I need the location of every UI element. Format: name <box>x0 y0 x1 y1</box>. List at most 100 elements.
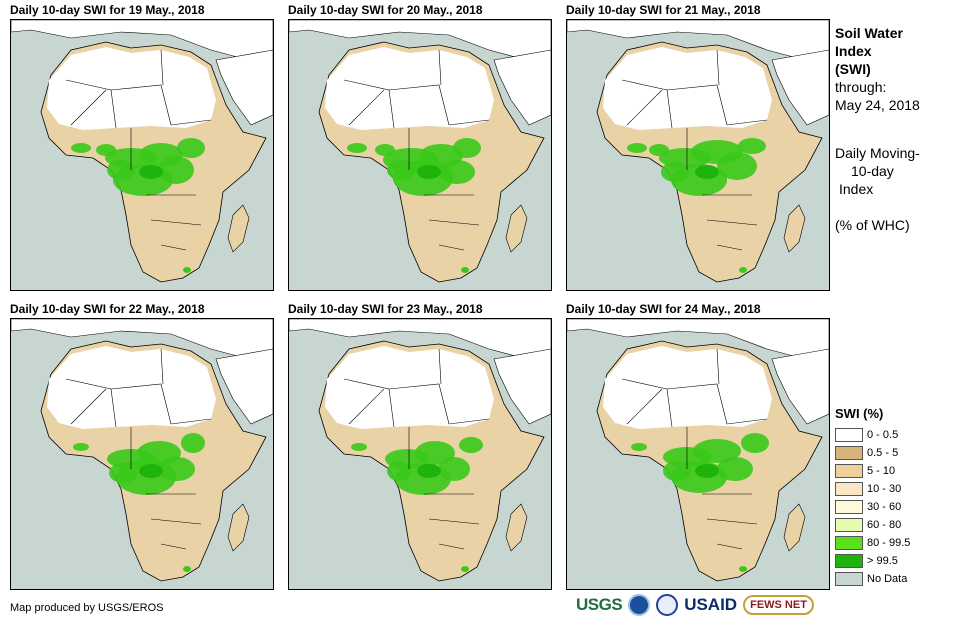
legend-swatch <box>835 428 863 442</box>
desc-line: May 24, 2018 <box>835 97 920 113</box>
description: Soil Water Index (SWI) through: May 24, … <box>835 24 920 234</box>
desc-line: through: <box>835 79 887 95</box>
country-border <box>110 383 172 425</box>
country-border <box>626 89 663 126</box>
africa-map-svg <box>11 20 273 290</box>
country-border <box>438 543 465 550</box>
fews-net-logo: FEWS NET <box>743 595 814 615</box>
wet-soil-area <box>183 267 191 273</box>
europe-mideast-landmass <box>11 319 273 358</box>
country-border <box>666 383 728 425</box>
legend-title: SWI (%) <box>835 406 884 421</box>
europe-mideast-landmass <box>289 20 551 59</box>
madagascar <box>505 503 528 552</box>
country-border <box>716 244 743 251</box>
madagascar <box>227 503 250 552</box>
wet-soil-area <box>96 144 116 156</box>
arabia-landmass <box>771 348 829 425</box>
wet-soil-area <box>741 433 769 453</box>
saturated-soil-area <box>139 165 163 179</box>
africa-map <box>10 19 274 291</box>
africa-map-svg <box>11 319 273 589</box>
saturated-soil-area <box>695 464 719 478</box>
country-border <box>438 49 442 86</box>
legend-label: > 99.5 <box>867 555 898 567</box>
wet-soil-area <box>661 162 689 182</box>
panel-title: Daily 10-day SWI for 24 May., 2018 <box>566 302 761 316</box>
wet-soil-area <box>461 566 469 572</box>
wet-soil-area <box>158 156 194 184</box>
europe-mideast-landmass <box>567 319 829 358</box>
country-border <box>726 418 768 425</box>
africa-map <box>10 318 274 590</box>
legend-label: 80 - 99.5 <box>867 537 911 549</box>
country-border <box>706 518 758 525</box>
panel-title: Daily 10-day SWI for 22 May., 2018 <box>10 302 205 316</box>
desc-line: Index <box>839 181 874 197</box>
sahara-dry-zone <box>325 346 494 429</box>
legend-label: No Data <box>867 573 908 585</box>
wet-soil-area <box>375 144 395 156</box>
wet-soil-area <box>181 433 205 453</box>
desc-line: 10-day <box>851 163 894 179</box>
europe-mideast-landmass <box>289 319 551 358</box>
wet-soil-area <box>73 443 89 451</box>
wet-soil-area <box>107 160 135 180</box>
country-border <box>716 348 720 385</box>
desc-line: Soil Water <box>835 25 903 41</box>
wet-soil-area <box>415 441 455 465</box>
wet-soil-area <box>663 461 691 481</box>
saturated-soil-area <box>695 165 719 179</box>
legend-item: 0.5 - 5 <box>835 444 910 462</box>
africa-map-svg <box>567 20 829 290</box>
wet-soil-area <box>461 267 469 273</box>
wet-soil-area <box>717 457 753 481</box>
legend: SWI (%) 0 - 0.5 0.5 - 5 5 - 10 10 - 30 30 - … <box>835 406 910 588</box>
legend-swatch <box>835 518 863 532</box>
country-border <box>160 543 187 550</box>
panel-title: Daily 10-day SWI for 21 May., 2018 <box>566 3 761 17</box>
country-border <box>428 518 480 525</box>
legend-item: 30 - 60 <box>835 498 910 516</box>
wet-soil-area <box>459 437 483 453</box>
country-border <box>706 219 758 226</box>
legend-item: No Data <box>835 570 910 588</box>
country-border <box>150 219 202 226</box>
country-border <box>70 388 107 425</box>
africa-map-svg <box>289 20 551 290</box>
country-border <box>170 418 212 425</box>
legend-item: 80 - 99.5 <box>835 534 910 552</box>
saturated-soil-area <box>417 165 441 179</box>
madagascar <box>783 503 806 552</box>
panel-title: Daily 10-day SWI for 20 May., 2018 <box>288 3 483 17</box>
map-panel-24-may: Daily 10-day SWI for 24 May., 2018 <box>566 302 832 592</box>
arabia-landmass <box>771 49 829 126</box>
wet-soil-area <box>739 267 747 273</box>
country-border <box>160 348 164 385</box>
seal-logo-icon <box>656 594 679 616</box>
legend-swatch <box>835 446 863 460</box>
arabia-landmass <box>215 348 273 425</box>
sahara-dry-zone <box>603 346 772 429</box>
wet-soil-area <box>387 160 415 180</box>
wet-soil-area <box>649 144 669 156</box>
wet-soil-area <box>439 160 475 184</box>
wet-soil-area <box>387 461 411 481</box>
country-border <box>428 219 480 226</box>
map-panel-19-may: Daily 10-day SWI for 19 May., 2018 <box>10 3 276 293</box>
legend-item: 0 - 0.5 <box>835 426 910 444</box>
legend-item: > 99.5 <box>835 552 910 570</box>
country-border <box>448 119 490 126</box>
arabia-landmass <box>493 348 551 425</box>
wet-soil-area <box>159 457 195 481</box>
wet-soil-area <box>631 443 647 451</box>
legend-label: 0.5 - 5 <box>867 447 899 459</box>
africa-map-svg <box>567 319 829 589</box>
legend-label: 5 - 10 <box>867 465 896 477</box>
arabia-landmass <box>215 49 273 126</box>
legend-label: 0 - 0.5 <box>867 429 899 441</box>
desc-line: Daily Moving- <box>835 145 920 161</box>
wet-soil-area <box>693 439 741 463</box>
country-border <box>438 244 465 251</box>
country-border <box>438 348 442 385</box>
